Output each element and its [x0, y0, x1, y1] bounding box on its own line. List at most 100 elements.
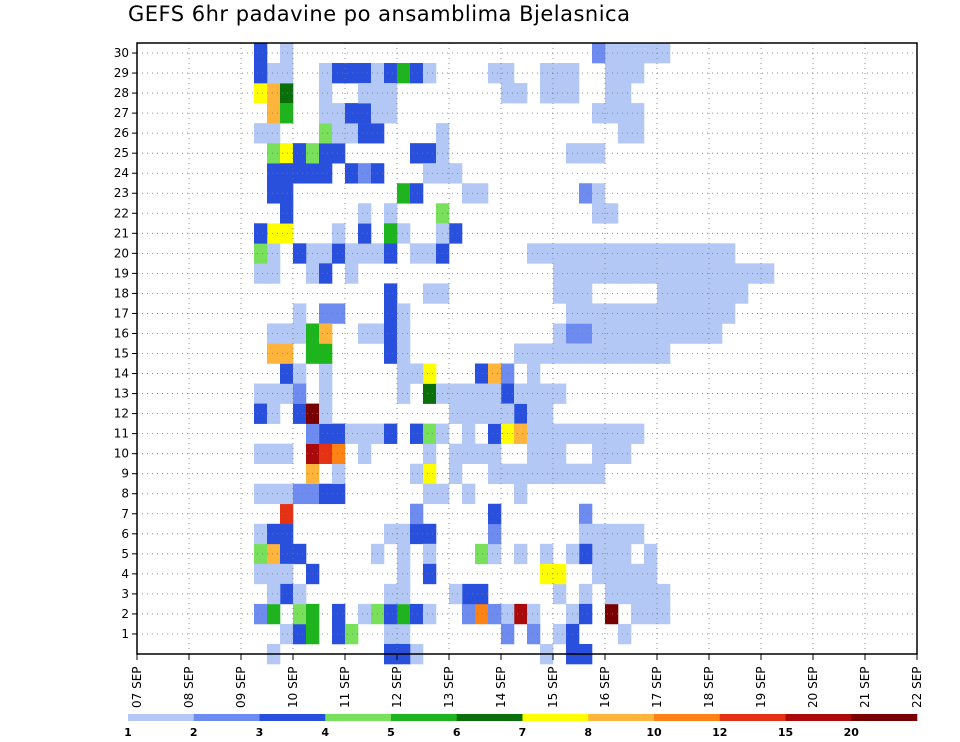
heatmap-cell: [618, 263, 632, 284]
colorbar-tick-label: 7: [519, 726, 527, 739]
heatmap-cell: [397, 303, 411, 324]
heatmap-cell: [540, 83, 554, 104]
heatmap-cell: [345, 163, 359, 184]
heatmap-cell: [605, 83, 619, 104]
heatmap-cell: [280, 363, 294, 384]
heatmap-cell: [397, 383, 411, 404]
heatmap-cell: [358, 83, 372, 104]
heatmap-cell: [683, 323, 697, 344]
heatmap-cell: [527, 603, 541, 625]
heatmap-cell: [384, 583, 398, 605]
colorbar-tick-label: 8: [584, 726, 592, 739]
heatmap-cell: [332, 223, 346, 244]
heatmap-cell: [488, 423, 502, 444]
heatmap-cell: [267, 163, 281, 184]
heatmap-cell: [644, 243, 658, 264]
y-tick-label: 7: [121, 507, 129, 521]
y-tick-label: 22: [114, 206, 129, 220]
heatmap-cell: [423, 443, 437, 464]
heatmap-cell: [618, 423, 632, 444]
heatmap-cell: [709, 323, 723, 344]
heatmap-cell: [449, 443, 463, 464]
heatmap-cell: [592, 543, 606, 565]
heatmap-cell: [267, 383, 281, 404]
heatmap-cell: [280, 543, 294, 565]
colorbar-tick-label: 20: [844, 726, 860, 739]
heatmap-cell: [514, 483, 528, 505]
heatmap-cell: [319, 383, 333, 404]
heatmap-cell: [657, 603, 671, 625]
heatmap-cell: [358, 323, 372, 344]
heatmap-cell: [592, 183, 606, 204]
heatmap-cell: [553, 623, 567, 645]
heatmap-cell: [254, 83, 268, 104]
heatmap-cell: [319, 263, 333, 284]
y-tick-label: 28: [114, 86, 129, 100]
heatmap-cell: [540, 343, 554, 364]
heatmap-cell: [410, 523, 424, 545]
heatmap-cell: [293, 543, 307, 565]
heatmap-cell: [553, 343, 567, 364]
heatmap-cell: [267, 243, 281, 264]
heatmap-cell: [579, 423, 593, 444]
heatmap-cell: [618, 523, 632, 545]
heatmap-cell: [384, 283, 398, 304]
heatmap-cell: [514, 543, 528, 565]
heatmap-cell: [488, 523, 502, 545]
heatmap-cell: [605, 103, 619, 124]
heatmap-cell: [280, 63, 294, 84]
heatmap-cell: [449, 223, 463, 244]
heatmap-cell: [605, 323, 619, 344]
heatmap-cell: [592, 243, 606, 264]
heatmap-cell: [384, 523, 398, 545]
heatmap-cell: [475, 403, 489, 424]
heatmap-cell: [475, 383, 489, 404]
heatmap-cell: [293, 143, 307, 164]
heatmap-cell: [670, 263, 684, 284]
heatmap-cell: [514, 403, 528, 424]
heatmap-cell: [397, 623, 411, 645]
y-tick-label: 10: [114, 447, 129, 461]
heatmap-cell: [670, 283, 684, 304]
heatmap-cell: [605, 423, 619, 444]
y-tick-label: 19: [114, 266, 129, 280]
heatmap-cell: [683, 263, 697, 284]
heatmap-cell: [722, 263, 736, 284]
heatmap-cell: [514, 383, 528, 404]
heatmap-cell: [579, 523, 593, 545]
heatmap-cell: [618, 563, 632, 585]
heatmap-cell: [293, 363, 307, 384]
x-tick-label: 22 SEP: [910, 666, 924, 708]
y-tick-label: 2: [121, 607, 129, 621]
heatmap-cell: [657, 343, 671, 364]
heatmap-cell: [553, 583, 567, 605]
heatmap-cell: [423, 143, 437, 164]
x-tick-label: 11 SEP: [338, 666, 352, 708]
heatmap-cell: [345, 263, 359, 284]
heatmap-cell: [397, 563, 411, 585]
heatmap-cell: [280, 383, 294, 404]
heatmap-cell: [280, 223, 294, 244]
heatmap-cell: [488, 543, 502, 565]
y-tick-label: 27: [114, 106, 129, 120]
heatmap-cell: [254, 443, 268, 464]
heatmap-cell: [267, 603, 281, 625]
heatmap-cell: [267, 403, 281, 424]
heatmap-cell: [540, 63, 554, 84]
heatmap-cell: [358, 443, 372, 464]
heatmap-cell: [280, 43, 294, 64]
heatmap-cell: [553, 283, 567, 304]
y-tick-label: 24: [114, 166, 129, 180]
heatmap-cell: [605, 543, 619, 565]
heatmap-cell: [488, 603, 502, 625]
heatmap-cell: [670, 323, 684, 344]
colorbar-swatch: [785, 714, 852, 721]
heatmap-cell: [358, 123, 372, 144]
heatmap-cell: [579, 583, 593, 605]
heatmap-cell: [553, 463, 567, 485]
heatmap-cell: [267, 343, 281, 364]
colorbar-tick-label: 3: [256, 726, 264, 739]
heatmap-cell: [527, 383, 541, 404]
heatmap-cell: [280, 83, 294, 104]
heatmap-cell: [423, 363, 437, 384]
